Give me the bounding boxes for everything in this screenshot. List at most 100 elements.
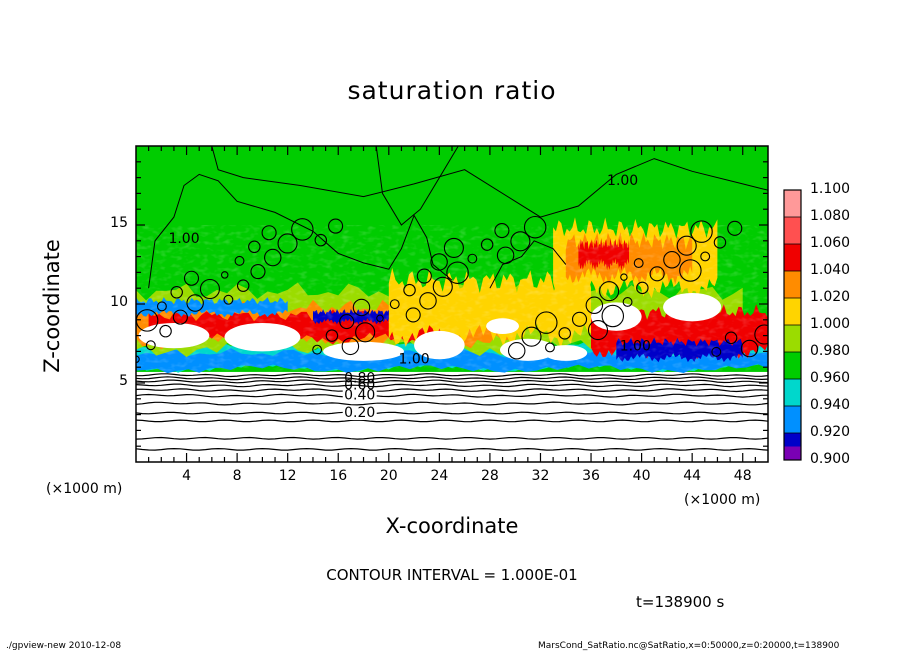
contour-loop: [521, 326, 542, 347]
contour-label-bg: [342, 388, 377, 403]
contour-loop: [443, 237, 464, 258]
colorbar-swatch: [784, 244, 801, 272]
contour-loop: [754, 324, 768, 345]
contour-line: [136, 411, 768, 415]
contour-loop: [220, 271, 229, 279]
contour-loop: [355, 322, 376, 343]
field-white-blob: [414, 330, 465, 360]
contour-loop: [403, 283, 416, 297]
contour-loop: [663, 251, 681, 269]
colorbar-label: 1.020: [810, 289, 851, 305]
field-band-navy: [616, 337, 743, 363]
field-band-navy-left: [313, 309, 389, 325]
contour-loop: [601, 304, 625, 328]
contour-line: [148, 173, 453, 289]
chart-title: saturation ratio: [347, 76, 557, 105]
field-white-blob: [224, 322, 301, 352]
field-band-blue: [136, 348, 768, 374]
contour-loop: [236, 279, 250, 292]
x-tick-label: 12: [278, 468, 297, 484]
field-white-blob: [138, 322, 210, 349]
contour-loop: [223, 294, 234, 305]
contour-loop: [172, 309, 188, 325]
field-band-orange: [136, 299, 516, 350]
field-white-blob: [591, 302, 642, 331]
contour-loop: [183, 270, 200, 286]
colorbar-label: 1.040: [810, 262, 851, 278]
y-tick-label: 5: [119, 373, 128, 389]
contour-loop: [587, 320, 609, 341]
contour-loop: [690, 220, 713, 243]
field-band-orange-upper: [565, 232, 693, 285]
contour-loop: [234, 255, 245, 266]
field-band-yellow-upper: [553, 217, 718, 299]
x-axis-label: X-coordinate: [385, 514, 519, 538]
contour-loop: [339, 313, 355, 330]
x-tick-label: 36: [582, 468, 600, 484]
contour-loop: [545, 342, 555, 353]
colorbar-label: 1.060: [810, 235, 851, 251]
colorbar-swatch: [784, 406, 801, 434]
x-tick-label: 8: [232, 468, 242, 484]
contour-loop: [389, 299, 400, 310]
contour-loop: [571, 311, 588, 327]
y-tick-label: 10: [110, 294, 128, 310]
field-band-red-right: [591, 304, 768, 360]
contour-line: [136, 419, 768, 423]
colorbar-swatch: [784, 446, 801, 460]
contour-label: 1.00: [168, 231, 199, 247]
contour-interval-text: CONTOUR INTERVAL = 1.000E-01: [326, 566, 578, 584]
contour-loop: [510, 231, 531, 252]
colorbar-label: 0.960: [810, 370, 851, 386]
contour-loop: [156, 301, 167, 312]
y-axis-unit: (×1000 m): [46, 481, 123, 497]
contour-loop: [352, 298, 371, 317]
contour-loop: [291, 218, 314, 241]
field-texture: [136, 225, 768, 371]
y-axis-label: Z-coordinate: [40, 239, 64, 373]
contour-loop: [325, 329, 339, 342]
contour-loop: [740, 339, 759, 358]
contour-line: [136, 436, 768, 440]
contour-loop: [523, 215, 547, 239]
footer-source: MarsCond_SatRatio.nc@SatRatio,x=0:50000,…: [538, 641, 840, 651]
x-tick-label: 20: [379, 468, 398, 484]
contour-line: [136, 393, 768, 398]
contour-loop: [312, 344, 323, 355]
contour-loop: [145, 340, 156, 351]
colorbar-swatch: [784, 352, 801, 380]
contour-label: 0.60: [344, 377, 375, 393]
contour-loop: [633, 258, 644, 269]
contour-loop: [136, 309, 159, 332]
x-axis-unit: (×1000 m): [684, 492, 761, 508]
contour-line: [136, 388, 768, 393]
field-white-blob: [500, 338, 556, 361]
contour-loop: [250, 264, 266, 280]
colorbar-swatch: [784, 298, 801, 326]
contour-loop: [341, 337, 360, 356]
field-white-blob: [323, 341, 404, 361]
contour-line: [136, 373, 768, 378]
colorbar-label: 1.000: [810, 316, 851, 332]
colorbar-label: 0.900: [810, 451, 851, 467]
footer-command: ./gpview-new 2010-12-08: [6, 641, 122, 651]
contour-line: [489, 240, 567, 289]
contour-loop: [416, 268, 432, 284]
contour-loop: [507, 342, 526, 360]
x-tick-label: 4: [182, 468, 192, 484]
contour-line: [375, 146, 459, 226]
contour-label: 1.00: [398, 351, 429, 367]
contour-loop: [585, 296, 604, 315]
contour-loop: [679, 259, 702, 282]
contour-label: 0.40: [344, 388, 375, 404]
x-tick-label: 48: [733, 468, 752, 484]
contour-loop: [264, 248, 282, 267]
contour-loop: [620, 273, 628, 281]
colorbar-swatch: [784, 325, 801, 353]
contour-line: [136, 383, 768, 388]
contour-loop: [622, 296, 633, 307]
contour-loop: [446, 261, 469, 284]
colorbar-swatch: [784, 433, 801, 461]
contour-loop: [724, 331, 738, 345]
colorbar-label: 0.920: [810, 424, 851, 440]
